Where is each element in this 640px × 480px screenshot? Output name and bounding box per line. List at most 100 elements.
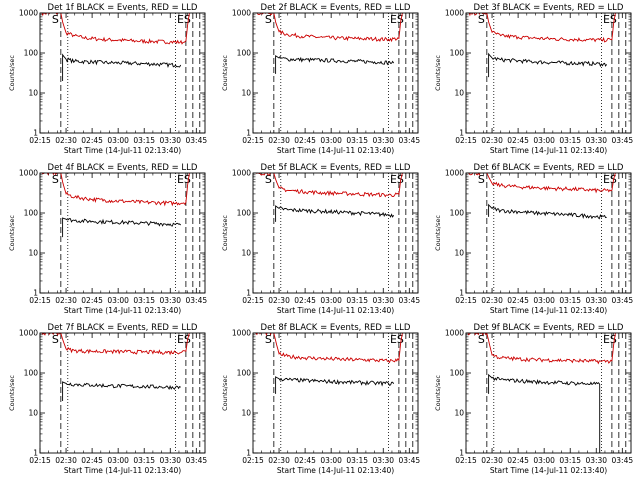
- x-tick-label: 03:45: [186, 136, 208, 145]
- x-tick-label: 03:00: [320, 136, 342, 145]
- y-axis-label: Counts/sec: [221, 55, 229, 91]
- y-tick-label: 100: [237, 369, 252, 378]
- start-marker-left: S: [52, 333, 59, 346]
- series-line-events: [488, 373, 602, 453]
- end-marker: E: [177, 333, 184, 346]
- y-tick-label: 1: [33, 129, 38, 138]
- x-tick-label: 02:30: [481, 456, 503, 465]
- x-axis-label: Start Time (14-Jul-11 02:13:40): [64, 466, 181, 475]
- y-tick-label: 10: [28, 89, 38, 98]
- x-axis-label: Start Time (14-Jul-11 02:13:40): [490, 466, 607, 475]
- series-line-events: [488, 203, 607, 220]
- x-tick-label: 03:15: [559, 296, 581, 305]
- y-tick-label: 10: [28, 409, 38, 418]
- x-axis-label: Start Time (14-Jul-11 02:13:40): [64, 146, 181, 155]
- start-marker-left: S: [478, 333, 485, 346]
- x-tick-label: 02:45: [294, 456, 316, 465]
- panel-1: Det 1f BLACK = Events, RED = LLD Counts/s…: [8, 3, 207, 155]
- y-axis-label: Counts/sec: [221, 375, 229, 411]
- x-tick-label: 03:30: [159, 456, 181, 465]
- panel-title: Det 9f BLACK = Events, RED = LLD: [474, 323, 624, 333]
- y-tick-label: 1: [246, 449, 251, 458]
- y-tick-label: 1: [33, 449, 38, 458]
- plot-frame: [465, 332, 632, 454]
- y-tick-label: 100: [450, 209, 465, 218]
- series-line-events: [62, 217, 182, 238]
- x-tick-label: 02:30: [481, 136, 503, 145]
- x-tick-label: 02:45: [507, 296, 529, 305]
- x-tick-label: 02:15: [455, 136, 477, 145]
- x-tick-label: 03:45: [399, 296, 421, 305]
- x-tick-label: 03:00: [320, 456, 342, 465]
- y-tick-label: 1000: [19, 169, 38, 178]
- x-tick-label: 03:15: [559, 136, 581, 145]
- x-tick-label: 03:30: [585, 136, 607, 145]
- x-tick-label: 03:30: [372, 296, 394, 305]
- x-tick-label: 03:15: [346, 296, 368, 305]
- x-axis-label: Start Time (14-Jul-11 02:13:40): [490, 306, 607, 315]
- x-tick-label: 03:30: [585, 456, 607, 465]
- plot-frame: [465, 12, 632, 134]
- panel-5: Det 5f BLACK = Events, RED = LLD Counts/s…: [221, 163, 420, 315]
- y-tick-label: 100: [24, 49, 39, 58]
- x-tick-label: 03:30: [159, 136, 181, 145]
- panel-8: Det 8f BLACK = Events, RED = LLD Counts/s…: [221, 323, 420, 475]
- plot-frame: [252, 172, 419, 294]
- x-tick-label: 02:30: [268, 136, 290, 145]
- x-tick-label: 02:15: [242, 456, 264, 465]
- x-tick-label: 02:45: [507, 136, 529, 145]
- y-tick-label: 10: [28, 249, 38, 258]
- series-line-events: [488, 52, 608, 78]
- x-tick-label: 02:15: [455, 456, 477, 465]
- panel-4: Det 4f BLACK = Events, RED = LLD Counts/s…: [8, 163, 207, 315]
- start-marker-left: S: [265, 333, 272, 346]
- x-axis-label: Start Time (14-Jul-11 02:13:40): [490, 146, 607, 155]
- plot-frame: [39, 172, 206, 294]
- x-tick-label: 03:15: [346, 456, 368, 465]
- y-tick-label: 1000: [232, 9, 251, 18]
- x-tick-label: 02:30: [268, 296, 290, 305]
- x-tick-label: 03:30: [159, 296, 181, 305]
- start-marker-right: S: [610, 333, 617, 346]
- x-tick-label: 03:15: [133, 456, 155, 465]
- start-marker-left: S: [265, 13, 272, 26]
- series-line-lld: [254, 173, 403, 198]
- x-tick-label: 03:15: [133, 136, 155, 145]
- x-tick-label: 03:15: [133, 296, 155, 305]
- series-line-lld: [41, 333, 190, 356]
- x-tick-label: 03:30: [372, 136, 394, 145]
- start-marker-right: S: [397, 333, 404, 346]
- y-tick-label: 100: [237, 209, 252, 218]
- y-axis-label: Counts/sec: [434, 375, 442, 411]
- series-line-lld: [41, 13, 190, 45]
- x-tick-label: 02:30: [481, 296, 503, 305]
- y-tick-label: 100: [450, 369, 465, 378]
- x-tick-label: 03:45: [186, 296, 208, 305]
- series-line-events: [275, 205, 395, 222]
- start-marker-left: S: [478, 173, 485, 186]
- y-tick-label: 10: [241, 249, 251, 258]
- x-tick-label: 02:45: [81, 136, 103, 145]
- end-marker: E: [603, 333, 610, 346]
- x-tick-label: 02:30: [55, 456, 77, 465]
- end-marker: E: [603, 173, 610, 186]
- panel-title: Det 7f BLACK = Events, RED = LLD: [48, 323, 198, 333]
- panel-title: Det 4f BLACK = Events, RED = LLD: [48, 163, 198, 173]
- x-tick-label: 03:00: [533, 456, 555, 465]
- y-axis-label: Counts/sec: [8, 55, 16, 91]
- panel-title: Det 2f BLACK = Events, RED = LLD: [261, 3, 411, 13]
- y-tick-label: 1: [459, 129, 464, 138]
- series-line-lld: [254, 333, 403, 364]
- y-tick-label: 1000: [19, 329, 38, 338]
- start-marker-right: S: [184, 173, 191, 186]
- end-marker: E: [390, 13, 397, 26]
- start-marker-left: S: [478, 13, 485, 26]
- x-tick-label: 03:00: [107, 296, 129, 305]
- end-marker: E: [390, 333, 397, 346]
- y-tick-label: 1000: [232, 169, 251, 178]
- panel-title: Det 6f BLACK = Events, RED = LLD: [474, 163, 624, 173]
- y-axis-label: Counts/sec: [434, 215, 442, 251]
- y-axis-label: Counts/sec: [221, 215, 229, 251]
- y-tick-label: 1: [33, 289, 38, 298]
